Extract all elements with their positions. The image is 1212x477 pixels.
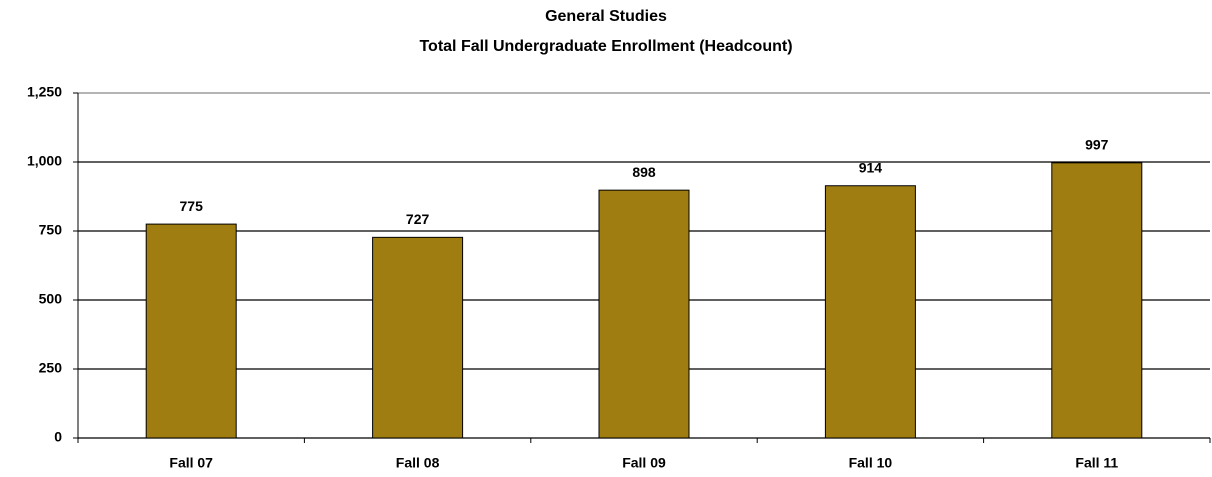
data-label: 997 xyxy=(1085,137,1109,153)
x-tick-label: Fall 07 xyxy=(169,455,213,471)
data-label: 775 xyxy=(180,198,204,214)
bar xyxy=(598,189,690,439)
x-tick-label: Fall 10 xyxy=(849,455,893,471)
bar xyxy=(145,223,237,439)
y-tick-label: 750 xyxy=(39,222,63,238)
bar xyxy=(824,185,916,439)
bar xyxy=(1051,162,1143,439)
y-tick-label: 1,250 xyxy=(27,84,62,100)
y-tick-label: 500 xyxy=(39,291,63,307)
y-tick-label: 0 xyxy=(54,429,62,445)
y-tick-label: 1,000 xyxy=(27,153,62,169)
x-tick-label: Fall 11 xyxy=(1075,455,1118,471)
bar xyxy=(372,236,464,439)
chart-title: General Studies xyxy=(545,8,667,25)
data-label: 898 xyxy=(632,164,656,180)
data-label: 914 xyxy=(859,159,883,175)
data-label: 727 xyxy=(406,211,430,227)
x-tick-label: Fall 09 xyxy=(622,455,666,471)
chart-subtitle: Total Fall Undergraduate Enrollment (Hea… xyxy=(419,38,792,55)
y-tick-label: 250 xyxy=(39,360,63,376)
x-tick-label: Fall 08 xyxy=(396,455,440,471)
